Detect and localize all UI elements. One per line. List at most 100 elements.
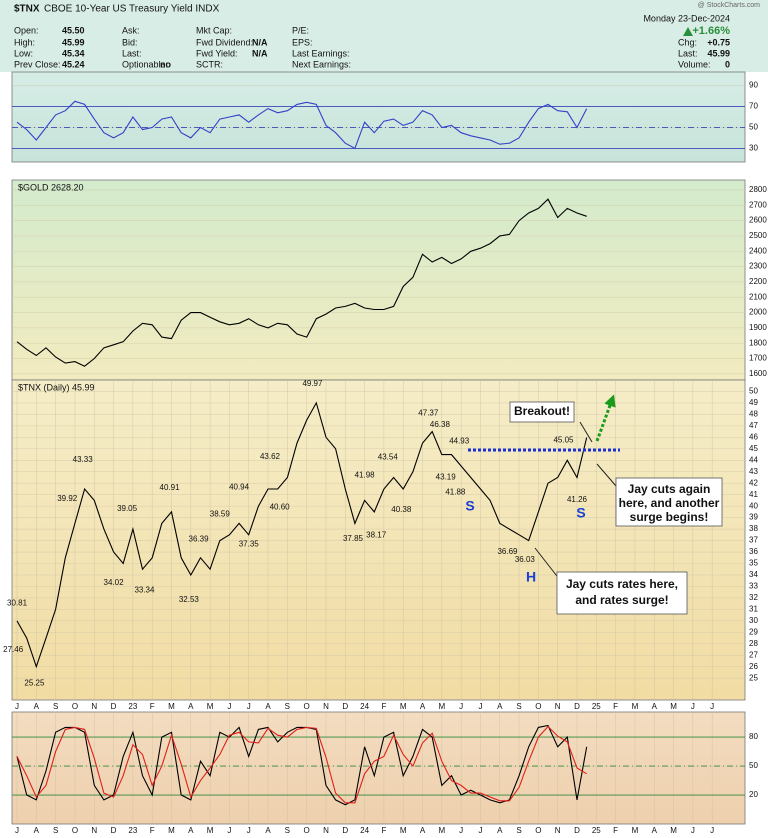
y-tick-label: 35 — [749, 559, 758, 568]
x-tick-label: O — [72, 702, 78, 711]
pattern-letter: S — [576, 505, 585, 521]
panel-background — [11, 711, 746, 825]
y-tick-label: 41 — [749, 490, 758, 499]
y-tick-label: 80 — [749, 732, 758, 741]
quote-value: no — [160, 59, 171, 69]
x-tick-label: 25 — [592, 702, 601, 711]
y-tick-label: 2800 — [749, 185, 767, 194]
y-tick-label: 2000 — [749, 308, 767, 317]
price-label: 47.37 — [418, 409, 439, 418]
x-tick-label: D — [111, 826, 117, 835]
up-arrow — [683, 27, 693, 36]
quote-label: Next Earnings: — [292, 59, 351, 69]
price-label: 41.98 — [355, 471, 376, 480]
quote-value: N/A — [252, 48, 268, 58]
x-tick-label: A — [34, 826, 40, 835]
quote-value: 45.99 — [62, 37, 85, 47]
y-tick-label: 27 — [749, 650, 758, 659]
x-tick-label: M — [439, 702, 446, 711]
x-tick-label: M — [400, 826, 407, 835]
price-label: 44.93 — [449, 437, 470, 446]
x-tick-label: J — [247, 702, 251, 711]
header-background — [0, 0, 768, 72]
x-tick-label: J — [459, 702, 463, 711]
x-tick-label: J — [247, 826, 251, 835]
x-tick-label: 23 — [128, 702, 137, 711]
y-tick-label: 33 — [749, 582, 758, 591]
x-tick-label: F — [381, 826, 386, 835]
quote-label: Fwd Yield: — [196, 48, 238, 58]
x-tick-label: A — [420, 826, 426, 835]
x-tick-label: A — [497, 702, 503, 711]
x-tick-label: M — [670, 826, 677, 835]
y-tick-label: 36 — [749, 547, 758, 556]
callout-text: and rates surge! — [575, 593, 668, 607]
watermark: @ StockCharts.com — [698, 2, 761, 9]
panel-background — [11, 379, 746, 701]
x-tick-label: N — [91, 702, 97, 711]
price-label: 40.94 — [229, 482, 250, 491]
quote-label: Bid: — [122, 37, 138, 47]
y-tick-label: 70 — [749, 102, 758, 111]
price-label: 33.34 — [134, 586, 155, 595]
callout-pointer — [534, 547, 561, 581]
x-tick-label: S — [285, 702, 290, 711]
price-label: 25.25 — [24, 678, 45, 687]
x-tick-label: M — [632, 826, 639, 835]
y-tick-label: 30 — [749, 616, 758, 625]
change-percent: +1.66% — [692, 25, 730, 37]
price-label: 40.60 — [270, 502, 291, 511]
callout-pointer — [579, 421, 593, 443]
y-tick-label: 42 — [749, 478, 758, 487]
price-label: 43.62 — [260, 452, 281, 461]
x-tick-label: J — [15, 702, 19, 711]
panel-label: $TNX (Daily) 45.99 — [18, 382, 95, 392]
x-tick-label: D — [574, 702, 580, 711]
series-line — [16, 725, 587, 804]
price-label: 36.03 — [515, 555, 536, 564]
x-tick-label: 24 — [360, 826, 369, 835]
x-tick-label: A — [420, 702, 426, 711]
x-tick-label: A — [188, 826, 194, 835]
panel-background — [11, 179, 746, 381]
x-tick-label: S — [285, 826, 290, 835]
x-tick-label: F — [150, 826, 155, 835]
quote-value: +0.75 — [707, 37, 730, 47]
quote-label: EPS: — [292, 37, 313, 47]
quote-value: 0 — [725, 59, 730, 69]
x-tick-label: 24 — [360, 702, 369, 711]
x-tick-label: J — [478, 826, 482, 835]
y-tick-label: 44 — [749, 455, 758, 464]
y-tick-label: 25 — [749, 673, 758, 682]
y-tick-label: 2700 — [749, 200, 767, 209]
series-line — [16, 198, 587, 367]
x-tick-label: A — [652, 702, 658, 711]
quote-label: Ask: — [122, 25, 140, 35]
x-tick-label: D — [342, 702, 348, 711]
quote-label: SCTR: — [196, 59, 223, 69]
x-tick-label: S — [516, 826, 521, 835]
x-tick-label: M — [632, 702, 639, 711]
x-tick-label: A — [188, 702, 194, 711]
x-tick-label: M — [168, 702, 175, 711]
price-label: 39.92 — [57, 494, 78, 503]
pattern-letter: S — [465, 498, 474, 514]
y-tick-label: 43 — [749, 467, 758, 476]
y-tick-label: 26 — [749, 662, 758, 671]
pattern-letter: H — [526, 569, 536, 585]
x-tick-label: O — [535, 826, 541, 835]
x-tick-label: J — [691, 702, 695, 711]
x-tick-label: M — [439, 826, 446, 835]
y-tick-label: 40 — [749, 501, 758, 510]
quote-label: Prev Close: — [14, 59, 61, 69]
y-tick-label: 2600 — [749, 216, 767, 225]
x-tick-label: M — [168, 826, 175, 835]
x-tick-label: F — [613, 702, 618, 711]
price-label: 37.35 — [239, 540, 260, 549]
price-label: 32.53 — [179, 595, 200, 604]
callout-box — [556, 571, 688, 615]
x-tick-label: D — [111, 702, 117, 711]
callout-text: Jay cuts again — [628, 482, 711, 496]
quote-label: Mkt Cap: — [196, 25, 232, 35]
quote-label: Last Earnings: — [292, 48, 350, 58]
